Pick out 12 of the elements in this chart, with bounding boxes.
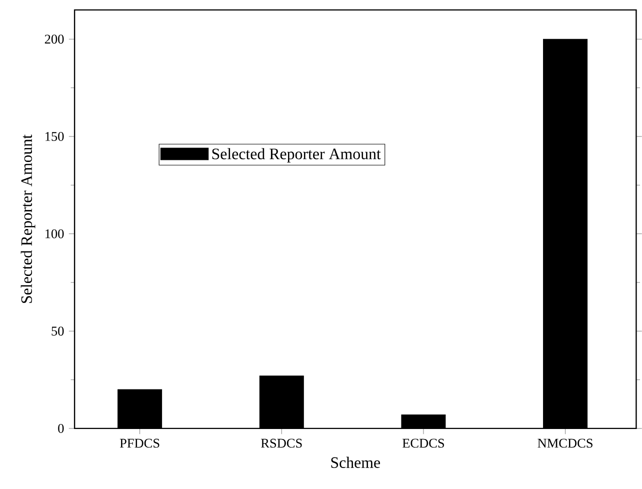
y-tick-label: 50 [52,326,64,336]
x-tick-label: RSDCS [261,438,302,448]
legend-label: Selected Reporter Amount [212,148,381,162]
x-axis-title: Scheme [331,456,380,468]
y-axis-title: Selected Reporter Amount [20,134,36,303]
y-tick-label: 100 [46,229,64,238]
x-tick-label: NMCDCS [538,438,592,448]
x-tick-label: PFDCS [120,438,160,448]
x-tick-label: ECDCS [402,438,444,448]
y-tick-label: 0 [58,424,64,433]
y-tick-label: 200 [44,34,64,44]
y-tick-label: 150 [46,132,64,141]
